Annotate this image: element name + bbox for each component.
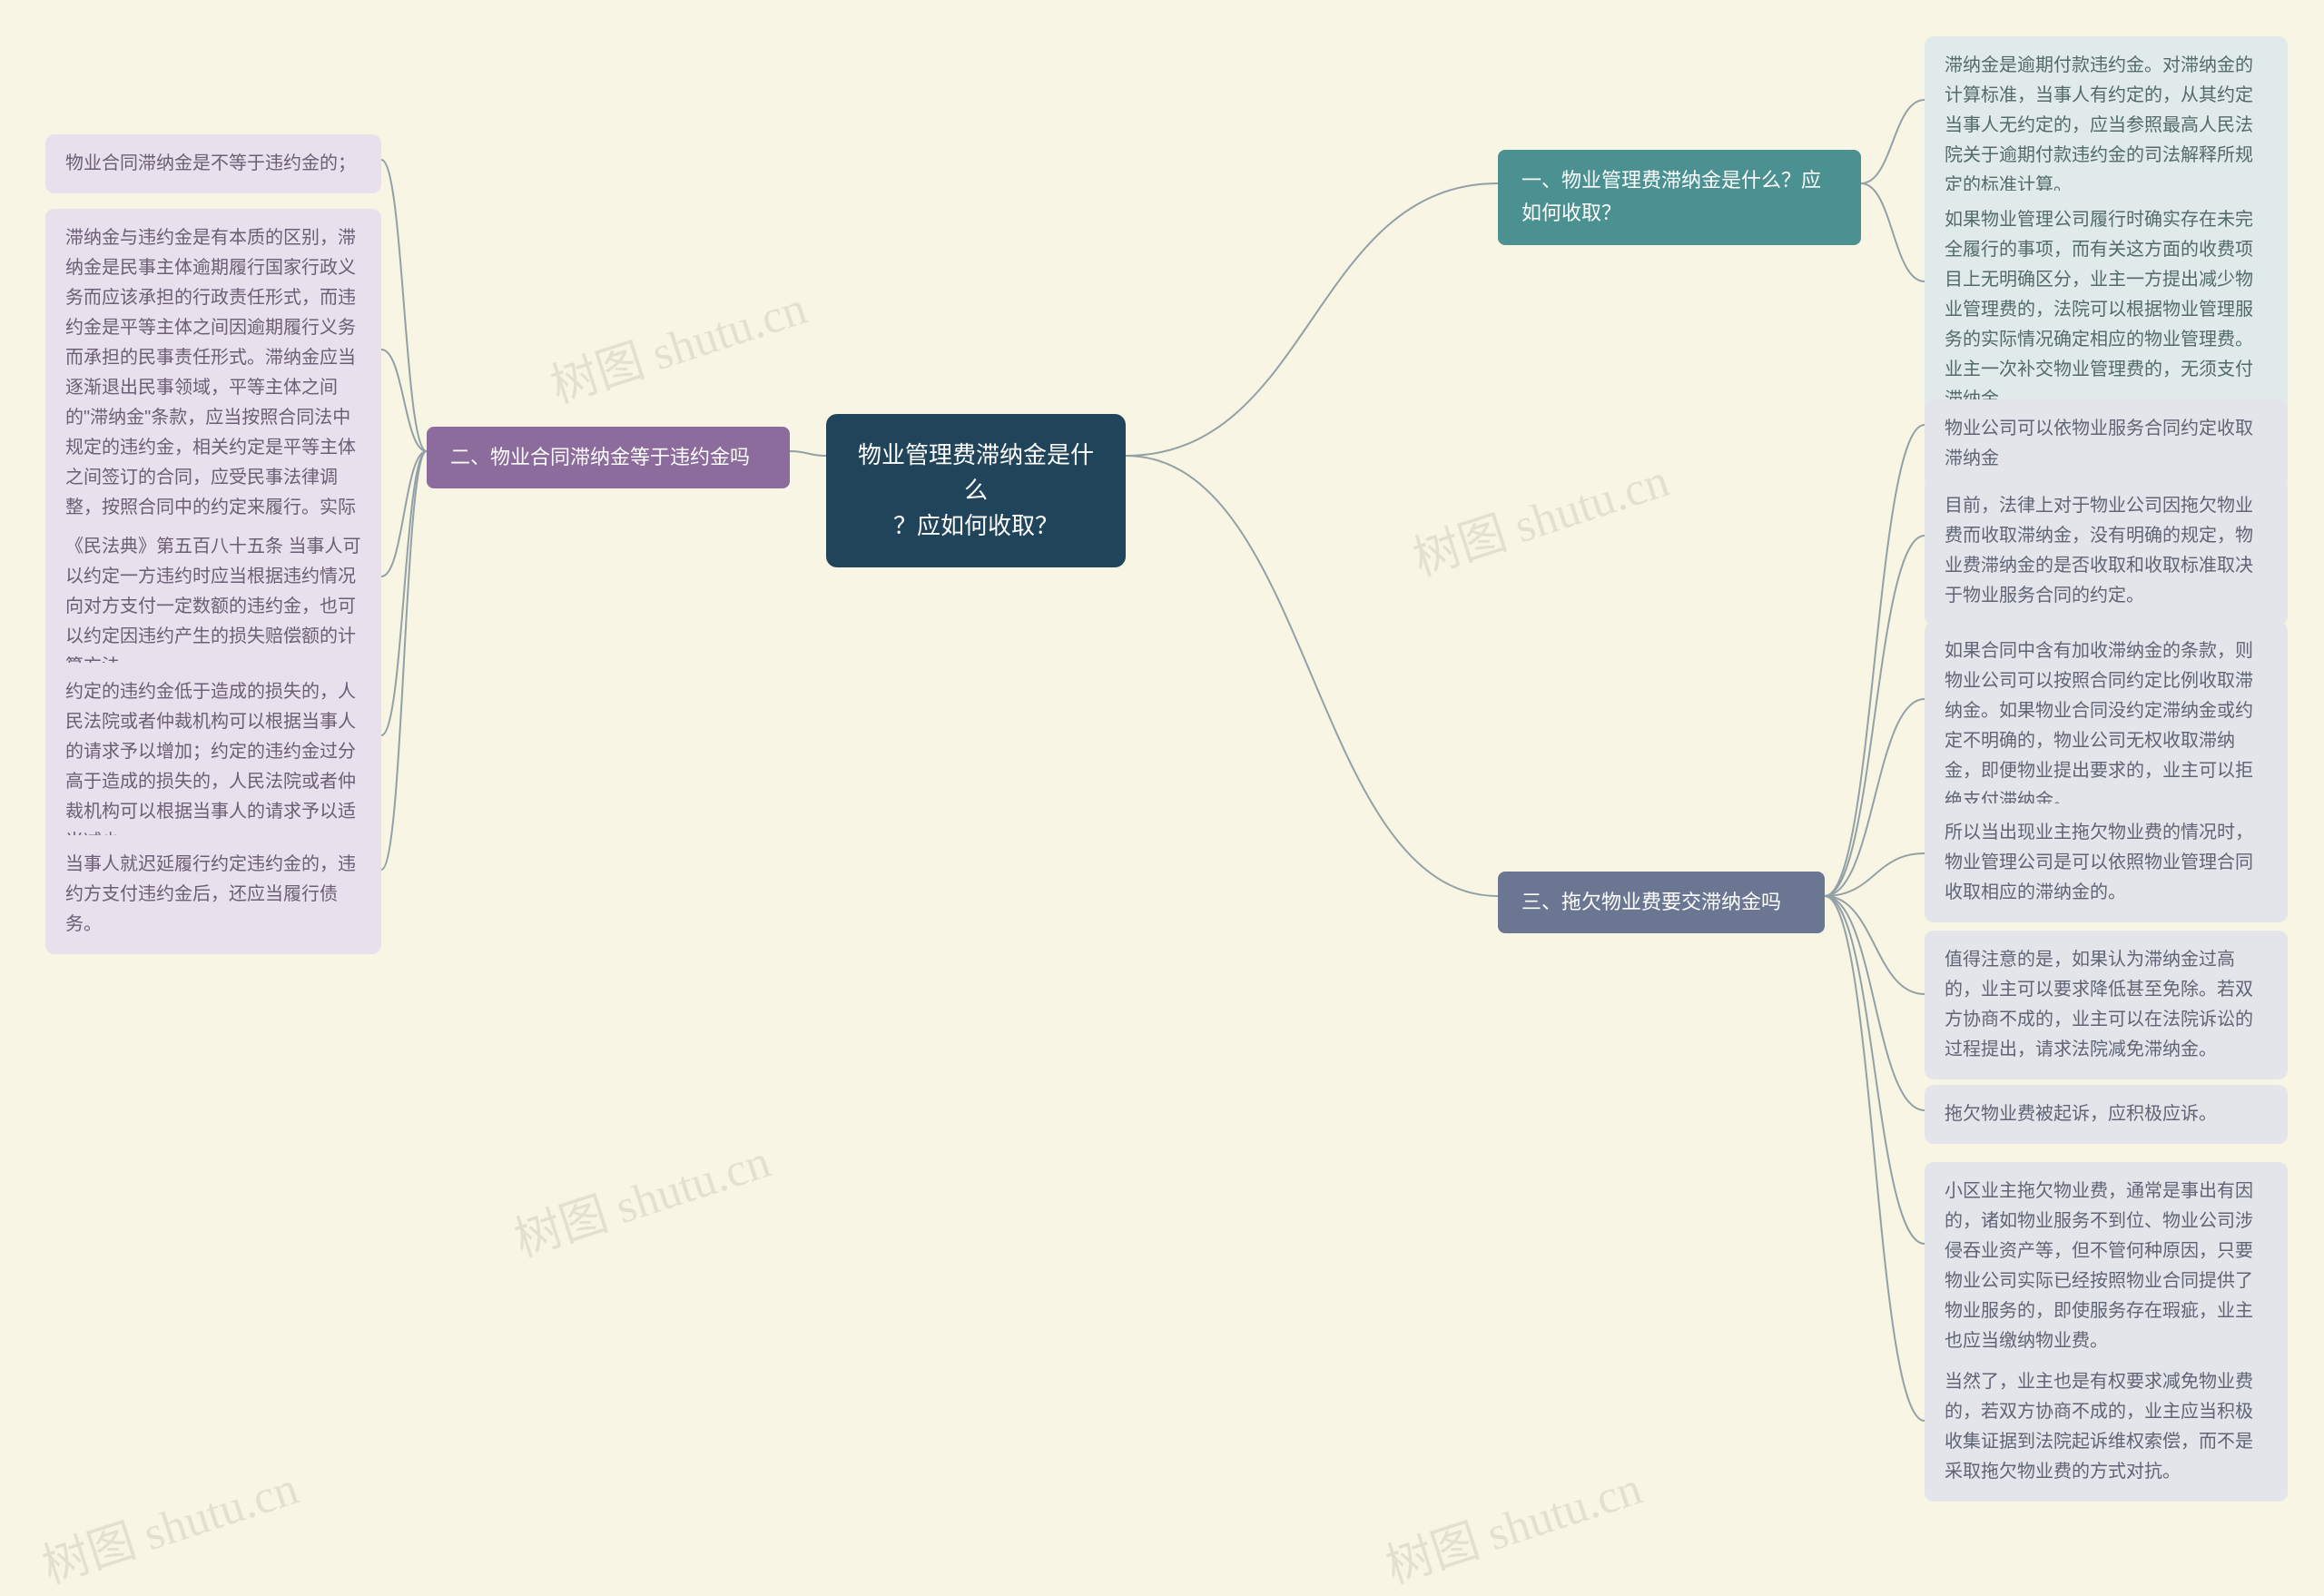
- watermark-0: 树图 shutu.cn: [541, 270, 814, 416]
- watermark-3: 树图 shutu.cn: [33, 1450, 306, 1596]
- leaf-b3-4: 值得注意的是，如果认为滞纳金过高的，业主可以要求降低甚至免除。若双方协商不成的，…: [1925, 931, 2288, 1079]
- root-text-line2: ？应如何收取？: [893, 512, 1059, 539]
- watermark-4: 树图 shutu.cn: [1376, 1450, 1649, 1596]
- leaf-b2-0: 物业合同滞纳金是不等于违约金的；: [45, 134, 381, 193]
- mindmap-canvas: 物业管理费滞纳金是什么 ？应如何收取？ 一、物业管理费滞纳金是什么？应如何收取？…: [0, 0, 2324, 1535]
- leaf-b1-1: 如果物业管理公司履行时确实存在未完全履行的事项，而有关这方面的收费项目上无明确区…: [1925, 191, 2288, 429]
- branch-b2: 二、物业合同滞纳金等于违约金吗: [427, 427, 790, 488]
- leaf-b1-0: 滞纳金是逾期付款违约金。对滞纳金的计算标准，当事人有约定的，从其约定当事人无约定…: [1925, 36, 2288, 215]
- leaf-b3-2: 如果合同中含有加收滞纳金的条款，则物业公司可以按照合同约定比例收取滞纳金。如果物…: [1925, 622, 2288, 831]
- leaf-b3-1: 目前，法律上对于物业公司因拖欠物业费而收取滞纳金，没有明确的规定，物业费滞纳金的…: [1925, 477, 2288, 626]
- leaf-b3-7: 当然了，业主也是有权要求减免物业费的，若双方协商不成的，业主应当积极收集证据到法…: [1925, 1353, 2288, 1502]
- branch-label-l2: 如何收取？: [1521, 202, 1621, 224]
- leaf-b3-3: 所以当出现业主拖欠物业费的情况时，物业管理公司是可以依照物业管理合同收取相应的滞…: [1925, 803, 2288, 922]
- leaf-b3-6: 小区业主拖欠物业费，通常是事出有因的，诸如物业服务不到位、物业公司涉侵吞业资产等…: [1925, 1162, 2288, 1371]
- leaf-b3-0: 物业公司可以依物业服务合同约定收取滞纳金: [1925, 399, 2288, 488]
- branch-label: 一、物业管理费滞纳金是什么？应: [1521, 169, 1821, 192]
- branch-b3: 三、拖欠物业费要交滞纳金吗: [1498, 872, 1825, 933]
- branch-b1: 一、物业管理费滞纳金是什么？应如何收取？: [1498, 150, 1861, 245]
- watermark-2: 树图 shutu.cn: [505, 1123, 778, 1269]
- root-text-line1: 物业管理费滞纳金是什么: [858, 441, 1094, 504]
- root-node: 物业管理费滞纳金是什么 ？应如何收取？: [826, 414, 1126, 567]
- leaf-b3-5: 拖欠物业费被起诉，应积极应诉。: [1925, 1085, 2288, 1144]
- watermark-1: 树图 shutu.cn: [1403, 442, 1677, 588]
- branch-label: 二、物业合同滞纳金等于违约金吗: [450, 446, 750, 468]
- branch-label: 三、拖欠物业费要交滞纳金吗: [1521, 891, 1781, 913]
- leaf-b2-4: 当事人就迟延履行约定违约金的，违约方支付违约金后，还应当履行债务。: [45, 835, 381, 954]
